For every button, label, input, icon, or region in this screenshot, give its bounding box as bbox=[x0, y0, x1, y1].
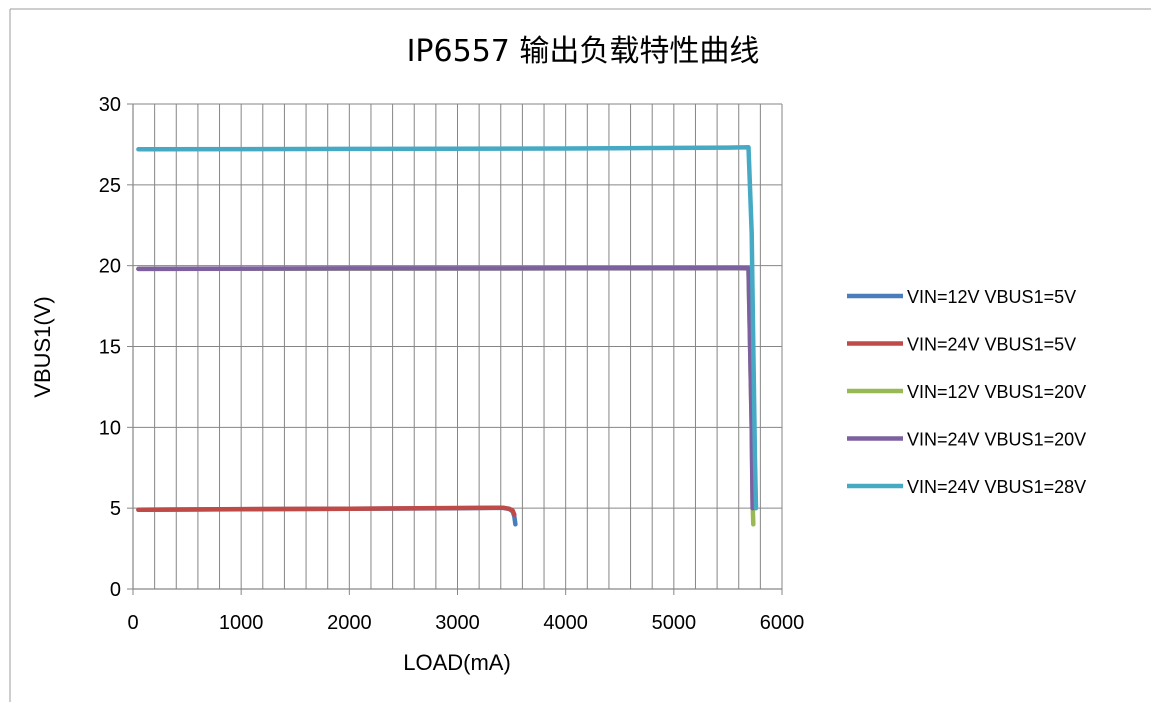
x-tick-label: 3000 bbox=[435, 612, 480, 634]
series-lines bbox=[136, 145, 759, 527]
chart-title: IP6557 输出负载特性曲线 bbox=[407, 34, 760, 69]
y-tick-label: 25 bbox=[99, 175, 121, 197]
y-tick-label: 15 bbox=[99, 337, 121, 359]
x-tick-label: 2000 bbox=[327, 612, 372, 634]
grid bbox=[133, 103, 783, 589]
axes: 0 5 10 15 20 25 30 0 1000 2000 3000 4000 5000 6000 bbox=[99, 94, 805, 634]
y-tick-label: 30 bbox=[99, 94, 121, 116]
x-axis-title: LOAD(mA) bbox=[403, 650, 511, 675]
y-tick-label: 5 bbox=[110, 498, 121, 520]
legend-label: VIN=12V VBUS1=20V bbox=[907, 382, 1086, 402]
series-line bbox=[136, 505, 517, 517]
chart-frame bbox=[9, 8, 1151, 702]
x-tick-label: 0 bbox=[127, 612, 138, 634]
legend-label: VIN=24V VBUS1=5V bbox=[907, 335, 1076, 355]
x-tick-label: 1000 bbox=[219, 612, 264, 634]
y-tick-label: 0 bbox=[110, 579, 121, 601]
legend: VIN=12V VBUS1=5V VIN=24V VBUS1=5V VIN=12V … bbox=[847, 287, 1086, 497]
x-tick-label: 4000 bbox=[543, 612, 588, 634]
x-tick-label: 6000 bbox=[760, 612, 805, 634]
y-tick-label: 20 bbox=[99, 256, 121, 278]
legend-label: VIN=12V VBUS1=5V bbox=[907, 287, 1076, 307]
series-line bbox=[136, 265, 755, 511]
x-tick-label: 5000 bbox=[652, 612, 697, 634]
y-tick-label: 10 bbox=[99, 417, 121, 439]
legend-label: VIN=24V VBUS1=28V bbox=[907, 477, 1086, 497]
series-line bbox=[136, 145, 759, 511]
legend-label: VIN=24V VBUS1=20V bbox=[907, 430, 1086, 450]
series-line bbox=[136, 266, 756, 527]
y-axis-title: VBUS1(V) bbox=[30, 296, 55, 397]
